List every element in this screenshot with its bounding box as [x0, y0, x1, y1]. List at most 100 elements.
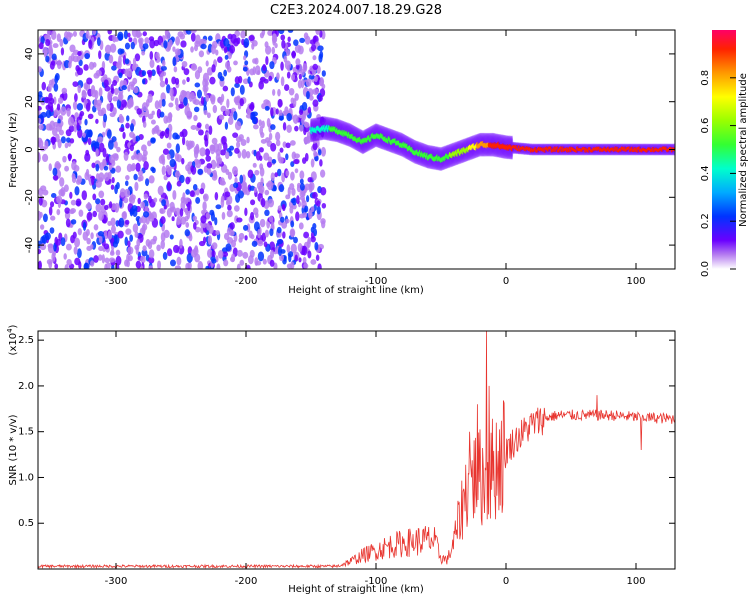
noise-cell: [179, 238, 183, 249]
noise-cell: [234, 120, 242, 131]
noise-cell: [266, 161, 273, 168]
noise-cell: [72, 231, 77, 239]
noise-cell: [299, 37, 306, 43]
noise-cell: [86, 211, 93, 221]
noise-cell: [226, 98, 230, 109]
noise-cell: [86, 237, 91, 245]
noise-cell: [247, 76, 251, 84]
noise-cell: [186, 110, 193, 120]
noise-cell: [219, 149, 227, 156]
noise-cell: [294, 93, 299, 101]
noise-cell: [290, 220, 295, 228]
noise-cell: [93, 224, 99, 231]
noise-cell: [65, 137, 71, 143]
noise-cell: [144, 205, 149, 214]
noise-cell: [201, 209, 206, 215]
noise-cell: [271, 158, 277, 164]
noise-cell: [314, 75, 318, 83]
noise-cell: [135, 135, 141, 142]
noise-cell: [104, 204, 109, 211]
noise-cell: [72, 101, 78, 110]
noise-cell: [175, 36, 181, 46]
noise-cell: [174, 152, 180, 162]
noise-cell: [272, 33, 277, 39]
noise-cell: [199, 188, 205, 195]
noise-cell: [276, 226, 282, 234]
noise-cell: [173, 244, 180, 254]
noise-cell: [52, 174, 59, 181]
noise-cell: [104, 263, 108, 269]
noise-cell: [60, 237, 66, 247]
noise-cell: [109, 43, 117, 53]
noise-cell: [116, 61, 122, 69]
noise-cell: [127, 32, 131, 38]
noise-cell: [137, 197, 141, 205]
noise-cell: [75, 198, 82, 207]
noise-cell: [220, 114, 225, 120]
noise-cell: [123, 30, 129, 40]
noise-cell: [185, 189, 190, 195]
noise-cell: [237, 190, 244, 199]
noise-cell: [193, 44, 199, 52]
noise-cell: [190, 46, 194, 53]
noise-cell: [129, 131, 135, 139]
noise-cell: [199, 147, 206, 157]
noise-cell: [245, 190, 250, 196]
noise-cell: [118, 217, 125, 228]
noise-cell: [259, 163, 264, 170]
noise-cell: [252, 162, 257, 168]
noise-cell: [69, 44, 76, 53]
noise-cell: [220, 105, 227, 113]
noise-cell: [193, 114, 198, 122]
noise-cell: [194, 253, 201, 263]
snr-x-ticks: -300 -200 -100 0 100: [105, 331, 646, 587]
noise-cell: [150, 137, 156, 144]
noise-cell: [134, 181, 139, 192]
noise-cell: [310, 206, 315, 213]
noise-cell: [108, 54, 114, 64]
noise-cell: [290, 243, 297, 254]
noise-cell: [298, 222, 304, 230]
noise-cell: [302, 212, 308, 218]
noise-cell: [293, 159, 300, 165]
spectrogram-y-ticks: -40 -20 0 20 40: [24, 48, 675, 253]
noise-cell: [85, 229, 90, 237]
noise-cell: [246, 223, 251, 233]
noise-cell: [88, 61, 95, 70]
noise-cell: [226, 66, 232, 73]
noise-cell: [272, 89, 276, 96]
noise-cell: [38, 139, 44, 149]
spectrogram-heatmap: [38, 30, 675, 269]
noise-cell: [190, 32, 196, 42]
noise-cell: [258, 80, 264, 90]
noise-cell: [155, 52, 160, 60]
noise-cell: [109, 154, 116, 164]
noise-cell: [207, 248, 213, 259]
noise-cell: [108, 164, 113, 171]
noise-cell: [112, 34, 117, 43]
noise-cell: [168, 102, 174, 108]
noise-cell: [174, 77, 180, 85]
noise-cell: [308, 74, 315, 80]
noise-cell: [181, 60, 188, 68]
noise-cell: [97, 109, 105, 117]
noise-cell: [315, 254, 320, 261]
noise-cell: [223, 69, 228, 77]
noise-cell: [161, 165, 166, 176]
x-tick-label: -300: [105, 576, 128, 587]
noise-cell: [293, 236, 298, 244]
noise-cell: [233, 96, 240, 104]
noise-cell: [267, 198, 275, 208]
colorbar-tick-label: 0.2: [700, 213, 711, 229]
noise-cell: [275, 139, 281, 147]
noise-cell: [206, 222, 210, 231]
noise-cell: [166, 142, 172, 149]
noise-cell: [50, 136, 57, 144]
noise-cell: [164, 30, 169, 36]
noise-cell: [211, 258, 217, 264]
noise-cell: [162, 148, 170, 155]
noise-cell: [207, 35, 213, 41]
noise-cell: [236, 217, 243, 223]
noise-cell: [182, 192, 186, 202]
noise-cell: [144, 37, 150, 45]
